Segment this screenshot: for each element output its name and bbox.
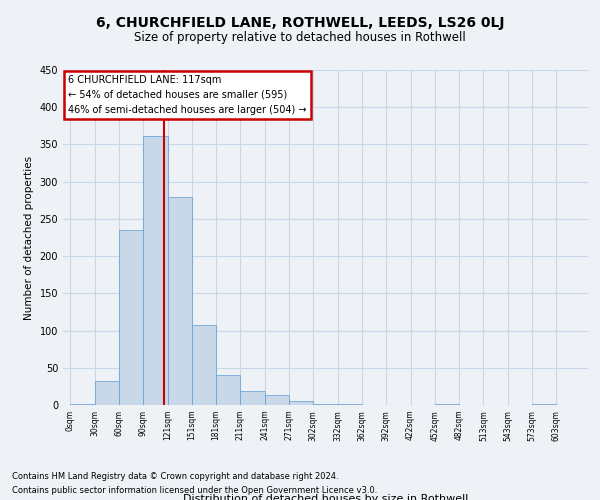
Bar: [167, 196, 192, 405]
Bar: [216, 375, 241, 405]
Bar: [435, 404, 459, 405]
Bar: [289, 400, 313, 405]
Text: Size of property relative to detached houses in Rothwell: Size of property relative to detached ho…: [134, 31, 466, 44]
Bar: [119, 230, 143, 405]
Bar: [143, 136, 167, 405]
Text: Contains public sector information licensed under the Open Government Licence v3: Contains public sector information licen…: [12, 486, 377, 495]
Bar: [70, 404, 95, 405]
Y-axis label: Number of detached properties: Number of detached properties: [24, 156, 34, 320]
Text: Contains HM Land Registry data © Crown copyright and database right 2024.: Contains HM Land Registry data © Crown c…: [12, 472, 338, 481]
Bar: [338, 404, 362, 405]
Bar: [192, 326, 216, 405]
Text: 6 CHURCHFIELD LANE: 117sqm
← 54% of detached houses are smaller (595)
46% of sem: 6 CHURCHFIELD LANE: 117sqm ← 54% of deta…: [68, 75, 307, 114]
Bar: [265, 396, 289, 405]
Bar: [95, 381, 119, 405]
Text: 6, CHURCHFIELD LANE, ROTHWELL, LEEDS, LS26 0LJ: 6, CHURCHFIELD LANE, ROTHWELL, LEEDS, LS…: [96, 16, 504, 30]
X-axis label: Distribution of detached houses by size in Rothwell: Distribution of detached houses by size …: [183, 494, 468, 500]
Bar: [532, 404, 556, 405]
Bar: [313, 404, 338, 405]
Bar: [241, 391, 265, 405]
